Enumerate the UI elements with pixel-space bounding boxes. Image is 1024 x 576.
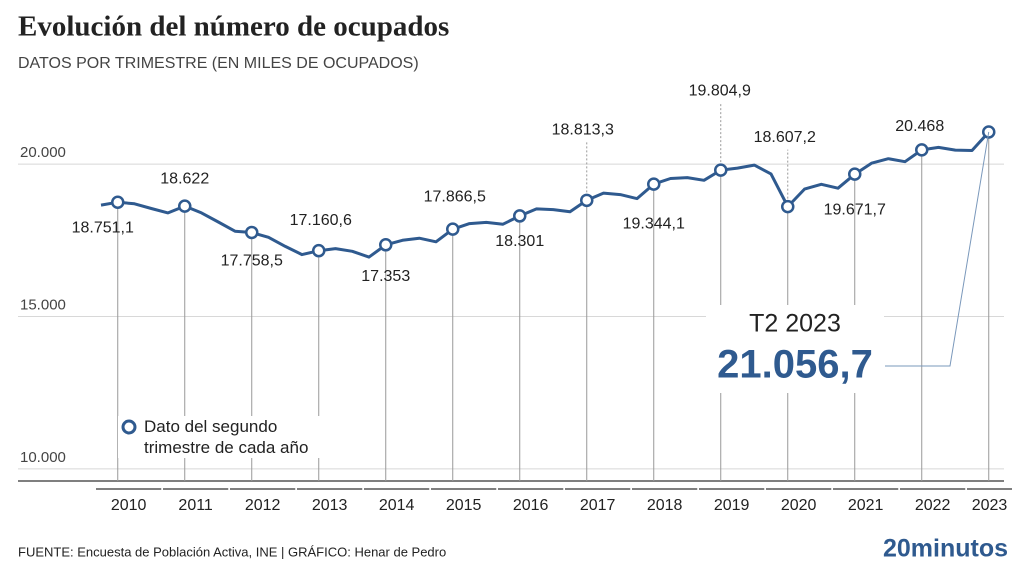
line [100, 130, 990, 259]
marker [312, 243, 326, 258]
y-tick-label: 20.000 [20, 144, 66, 161]
value-label: 18.813,3 [552, 122, 614, 139]
marker [714, 163, 728, 177]
marker [647, 177, 661, 191]
marker [245, 225, 259, 240]
x-tick-label: 2011 [178, 497, 213, 514]
marker [915, 143, 929, 157]
x-tick-label: 2023 [972, 497, 1008, 514]
x-tick-label: 2018 [647, 497, 683, 514]
value-label: 17.160,6 [290, 212, 352, 229]
x-tick-label: 2016 [513, 497, 549, 514]
value-label: 18.622 [160, 170, 209, 187]
value-label: 18.301 [495, 233, 544, 250]
value-label: 19.671,7 [824, 201, 886, 218]
x-tick-label: 2022 [915, 497, 951, 514]
x-tick-label: 2012 [245, 497, 281, 514]
marker [848, 167, 862, 181]
marker [513, 209, 527, 223]
callout-title: T2 2023 [749, 310, 841, 338]
marker [178, 199, 192, 213]
brand: 20minutos [883, 535, 1008, 563]
y-tick-label: 10.000 [20, 449, 66, 466]
x-tick-label: 2019 [714, 497, 750, 514]
x-tick-label: 2020 [781, 497, 817, 514]
x-tick-label: 2013 [312, 497, 348, 514]
value-label: 19.344,1 [623, 215, 685, 232]
x-tick-label: 2017 [580, 497, 616, 514]
marker [446, 222, 460, 236]
value-label: 17.866,5 [424, 188, 486, 205]
x-tick-label: 2014 [379, 497, 415, 514]
value-label: 18.607,2 [754, 129, 816, 146]
legend-label: Dato del segundo trimestre de cada año [144, 417, 309, 457]
x-tick-label: 2015 [446, 497, 482, 514]
callout-value: 21.056,7 [717, 343, 873, 387]
y-tick-label: 15.000 [20, 296, 66, 313]
callout-bg [706, 305, 884, 393]
value-label: 19.804,9 [689, 82, 751, 99]
value-label: 17.353 [361, 268, 410, 285]
chart-title: Evolución del número de ocupados [18, 11, 449, 43]
legend: Dato del segundo trimestre de cada año [118, 416, 344, 458]
value-label: 18.751,1 [72, 219, 134, 236]
callout-line [885, 131, 990, 367]
marker [111, 195, 125, 209]
legend-marker [121, 419, 137, 435]
value-label: 17.758,5 [221, 253, 283, 270]
marker [781, 199, 795, 214]
marker [580, 193, 594, 208]
x-tick-label: 2021 [848, 497, 884, 514]
marker [379, 238, 393, 252]
value-label: 20.468 [895, 118, 944, 135]
chart-subtitle: DATOS POR TRIMESTRE (EN MILES DE OCUPADO… [18, 55, 419, 72]
source: FUENTE: Encuesta de Población Activa, IN… [18, 544, 446, 559]
x-tick-label: 2010 [111, 497, 147, 514]
